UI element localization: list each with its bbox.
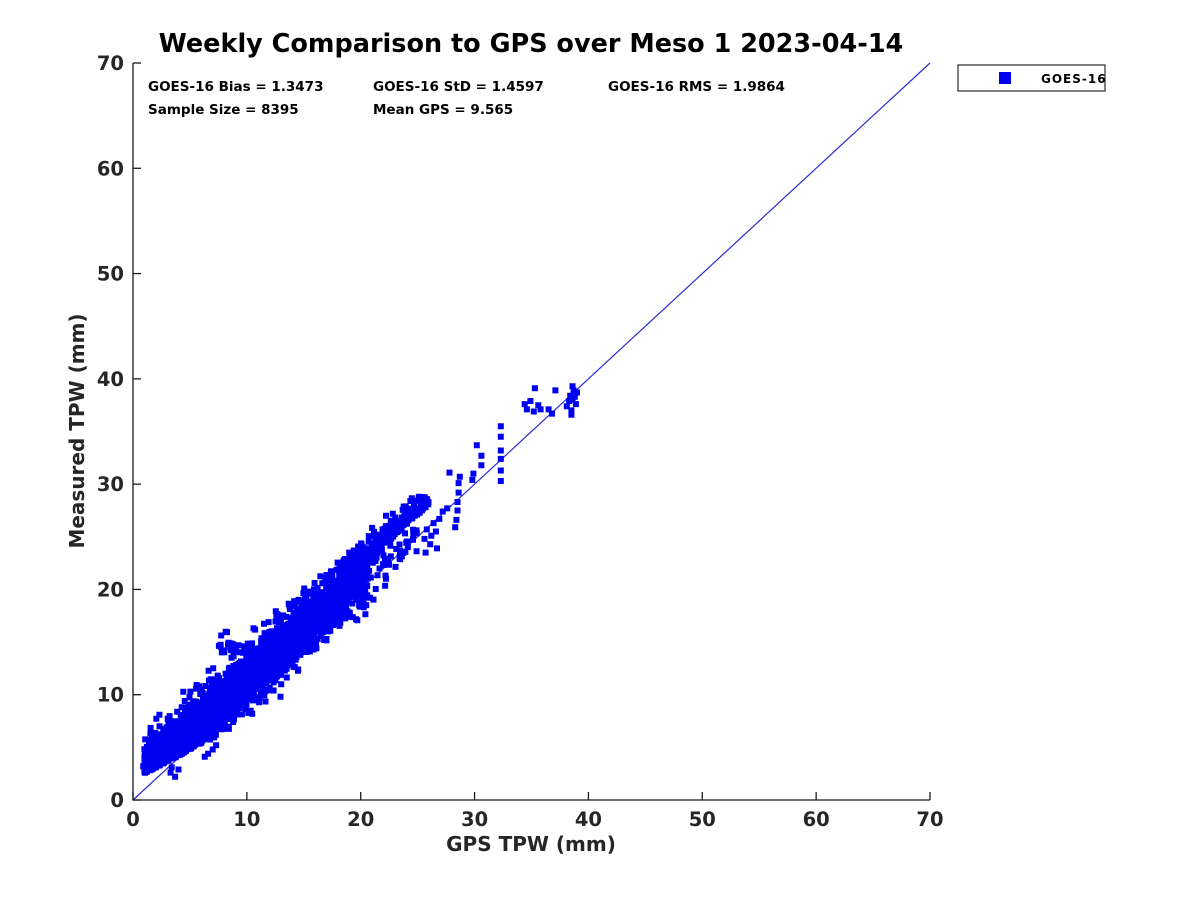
- x-tick-label: 10: [233, 808, 260, 831]
- y-tick-label: 60: [97, 157, 124, 180]
- x-tick-label: 40: [575, 808, 602, 831]
- x-tick-label: 70: [916, 808, 943, 831]
- chart-title: Weekly Comparison to GPS over Meso 1 202…: [159, 29, 904, 59]
- y-tick-label: 10: [97, 684, 124, 707]
- stat-bias: GOES-16 Bias = 1.3473: [148, 79, 323, 95]
- y-tick-label: 20: [97, 578, 124, 601]
- stat-sample-size: Sample Size = 8395: [148, 102, 299, 118]
- y-tick-label: 30: [97, 473, 124, 496]
- x-tick-label: 30: [461, 808, 488, 831]
- legend-box: [957, 64, 1106, 92]
- stat-rms: GOES-16 RMS = 1.9864: [608, 79, 785, 95]
- x-axis-label: GPS TPW (mm): [446, 832, 616, 856]
- stat-std: GOES-16 StD = 1.4597: [373, 79, 544, 95]
- x-tick-label: 0: [126, 808, 140, 831]
- y-tick-label: 40: [97, 368, 124, 391]
- y-tick-label: 0: [110, 789, 124, 812]
- axes: 0 10 20 30 40 50 60 70 0 10 20 30 40 50 60 70: [97, 52, 944, 831]
- stat-mean-gps: Mean GPS = 9.565: [373, 102, 513, 118]
- legend-label: GOES-16: [1041, 72, 1107, 86]
- legend-marker-square-icon: [999, 72, 1011, 84]
- scatter-points-goes16: [140, 383, 580, 780]
- legend: GOES-16: [957, 64, 1107, 92]
- x-tick-label: 20: [347, 808, 374, 831]
- y-tick-label: 70: [97, 52, 124, 75]
- stats-annotation: GOES-16 Bias = 1.3473 GOES-16 StD = 1.45…: [148, 79, 785, 118]
- y-tick-label: 50: [97, 263, 124, 286]
- x-tick-label: 50: [689, 808, 716, 831]
- y-axis-label: Measured TPW (mm): [65, 313, 89, 548]
- x-tick-label: 60: [803, 808, 830, 831]
